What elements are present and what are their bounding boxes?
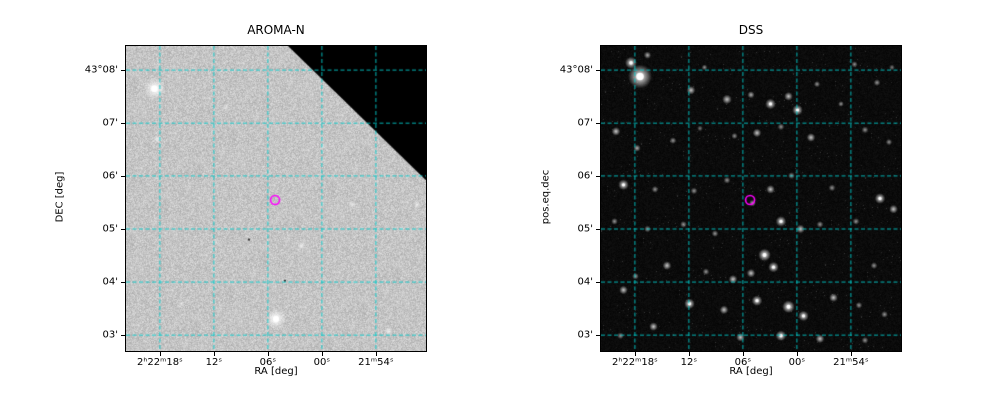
y-tick: [121, 229, 125, 230]
y-axis-label-right: pos.eq.dec: [540, 169, 552, 225]
y-tick: [596, 335, 600, 337]
x-tick-label: 06ˢ: [734, 357, 752, 368]
x-tick-label: 21ᵐ54ˢ: [358, 357, 394, 368]
x-tick: [634, 352, 636, 356]
y-tick: [596, 123, 600, 125]
panel-title-aroma-n: AROMA-N: [247, 23, 305, 37]
plot-area-aroma-n: [125, 45, 427, 352]
y-axis-label-left: DEC [deg]: [54, 171, 66, 223]
y-tick-label: 07': [577, 117, 593, 129]
x-tick: [688, 352, 690, 356]
x-tick-label: 2ʰ22ᵐ18ˢ: [611, 357, 658, 368]
x-tick-label: 21ᵐ54ˢ: [833, 357, 869, 368]
y-tick-label: 04': [577, 276, 593, 288]
plot-area-dss: [600, 45, 902, 352]
y-tick-label: 05': [577, 223, 593, 235]
x-tick: [321, 352, 323, 356]
x-tick: [213, 352, 215, 356]
x-tick-label: 12ˢ: [680, 357, 698, 368]
y-tick: [121, 282, 125, 284]
y-tick: [596, 70, 600, 72]
sky-image-aroma-n: [126, 46, 426, 351]
sky-image-dss: [601, 46, 901, 351]
x-tick-label: 00ˢ: [313, 357, 331, 368]
y-tick-label: 07': [102, 117, 118, 129]
y-tick-label: 05': [102, 223, 118, 235]
y-tick: [121, 175, 125, 177]
x-tick-label: 12ˢ: [205, 357, 223, 368]
x-tick-label: 00ˢ: [788, 357, 806, 368]
y-tick-label: 06': [577, 170, 593, 182]
x-tick: [375, 352, 377, 356]
y-tick: [121, 70, 125, 72]
y-tick-label: 03': [102, 329, 118, 341]
y-tick-label: 04': [102, 276, 118, 288]
y-tick-label: 03': [577, 329, 593, 341]
x-tick: [850, 352, 852, 356]
y-tick: [596, 229, 600, 230]
x-tick: [159, 352, 161, 356]
x-tick-label: 06ˢ: [259, 357, 277, 368]
y-tick: [596, 282, 600, 284]
x-tick: [267, 352, 269, 356]
y-tick-label: 06': [102, 170, 118, 182]
x-tick: [796, 352, 798, 356]
y-tick: [596, 175, 600, 177]
y-tick-label: 43°08': [559, 64, 593, 76]
y-tick: [121, 335, 125, 337]
x-tick-label: 2ʰ22ᵐ18ˢ: [136, 357, 183, 368]
x-axis-label-left: RA [deg]: [254, 366, 298, 377]
panel-title-dss: DSS: [738, 23, 764, 37]
y-tick: [121, 123, 125, 125]
y-tick-label: 43°08': [84, 64, 118, 76]
x-axis-label-right: RA [deg]: [729, 366, 773, 377]
x-tick: [742, 352, 744, 356]
